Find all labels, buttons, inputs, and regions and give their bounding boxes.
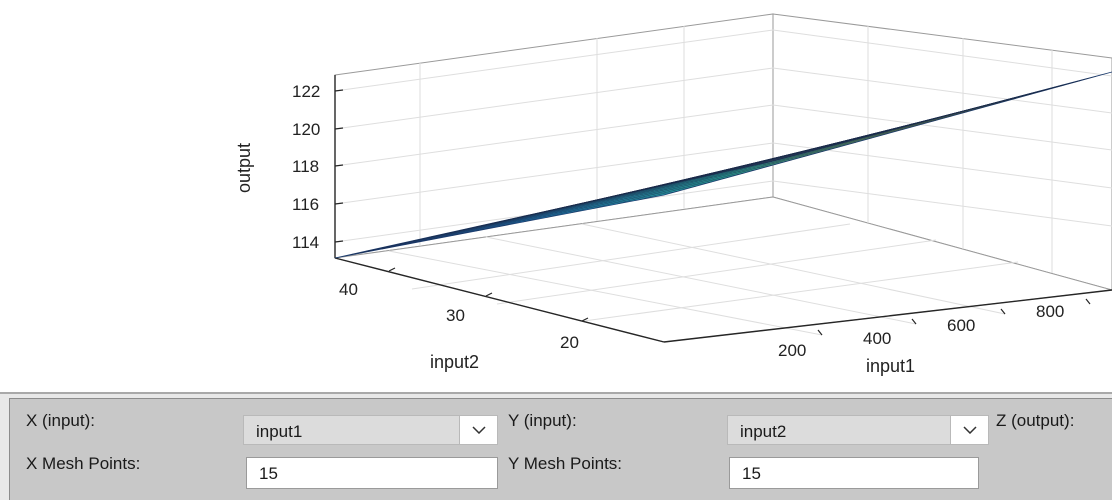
control-panel-frame: X (input): input1 Y (input): input2 Z (o… (9, 398, 1112, 500)
x-tick-label: 400 (863, 329, 891, 348)
y-tick-label: 20 (560, 333, 579, 352)
y-input-label: Y (input): (508, 411, 577, 430)
z-output-label: Z (output): (996, 411, 1075, 430)
mesh-line (593, 90, 1040, 209)
control-panel: X (input): input1 Y (input): input2 Z (o… (0, 394, 1112, 500)
y-input-dropdown-button[interactable] (950, 416, 988, 444)
x-mesh-points-input[interactable]: 15 (246, 457, 498, 489)
tick-marks (334, 89, 1091, 336)
x-axis-title: input1 (866, 356, 915, 376)
panel-separator (0, 392, 1112, 394)
axis-lines (334, 75, 1112, 343)
surface-mesh-lines (350, 76, 1097, 255)
z-tick-label: 114 (292, 233, 319, 252)
y-input-value: input2 (740, 422, 787, 441)
z-tick-label: 118 (292, 157, 319, 176)
x-tick-label: 200 (778, 341, 806, 360)
mesh-line (640, 78, 1088, 200)
chevron-down-icon (471, 426, 486, 434)
z-tick-label: 120 (292, 120, 320, 139)
chevron-down-icon (962, 426, 977, 434)
surface-plot-area: 122 120 118 116 114 40 30 20 200 400 600… (0, 0, 1112, 392)
x-input-dropdown-button[interactable] (459, 416, 497, 444)
z-axis-title: output (234, 143, 254, 193)
z-tick-label: 122 (292, 82, 320, 101)
y-input-dropdown[interactable]: input2 (727, 415, 989, 445)
mesh-line (616, 84, 1064, 205)
y-mesh-points-input[interactable]: 15 (729, 457, 979, 489)
z-tick-label: 116 (292, 195, 319, 214)
x-mesh-points-label: X Mesh Points: (26, 454, 141, 473)
x-input-label: X (input): (26, 411, 95, 430)
y-tick-label: 30 (446, 306, 465, 325)
x-input-dropdown[interactable]: input1 (243, 415, 498, 445)
surface-plot[interactable]: 122 120 118 116 114 40 30 20 200 400 600… (0, 0, 1112, 392)
back-wall-right (772, 13, 1112, 291)
y-mesh-points-label: Y Mesh Points: (508, 454, 623, 473)
x-tick-label: 800 (1036, 302, 1064, 321)
x-tick-label: 600 (947, 316, 975, 335)
x-input-value: input1 (256, 422, 303, 441)
y-axis-title: input2 (430, 352, 479, 372)
y-tick-label: 40 (339, 280, 358, 299)
surface-mesh (334, 71, 1112, 259)
